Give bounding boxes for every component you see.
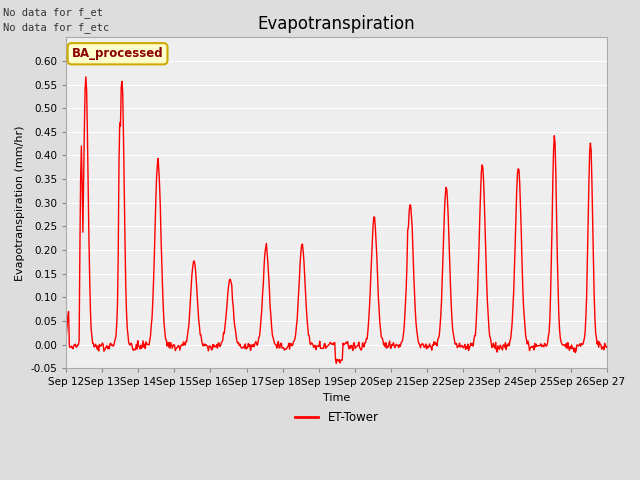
X-axis label: Time: Time xyxy=(323,393,350,403)
Text: No data for f_etc: No data for f_etc xyxy=(3,22,109,33)
Y-axis label: Evapotranspiration (mm/hr): Evapotranspiration (mm/hr) xyxy=(15,125,25,280)
Title: Evapotranspiration: Evapotranspiration xyxy=(258,15,415,33)
Text: No data for f_et: No data for f_et xyxy=(3,7,103,18)
Legend: ET-Tower: ET-Tower xyxy=(290,406,383,429)
Text: BA_processed: BA_processed xyxy=(72,47,163,60)
